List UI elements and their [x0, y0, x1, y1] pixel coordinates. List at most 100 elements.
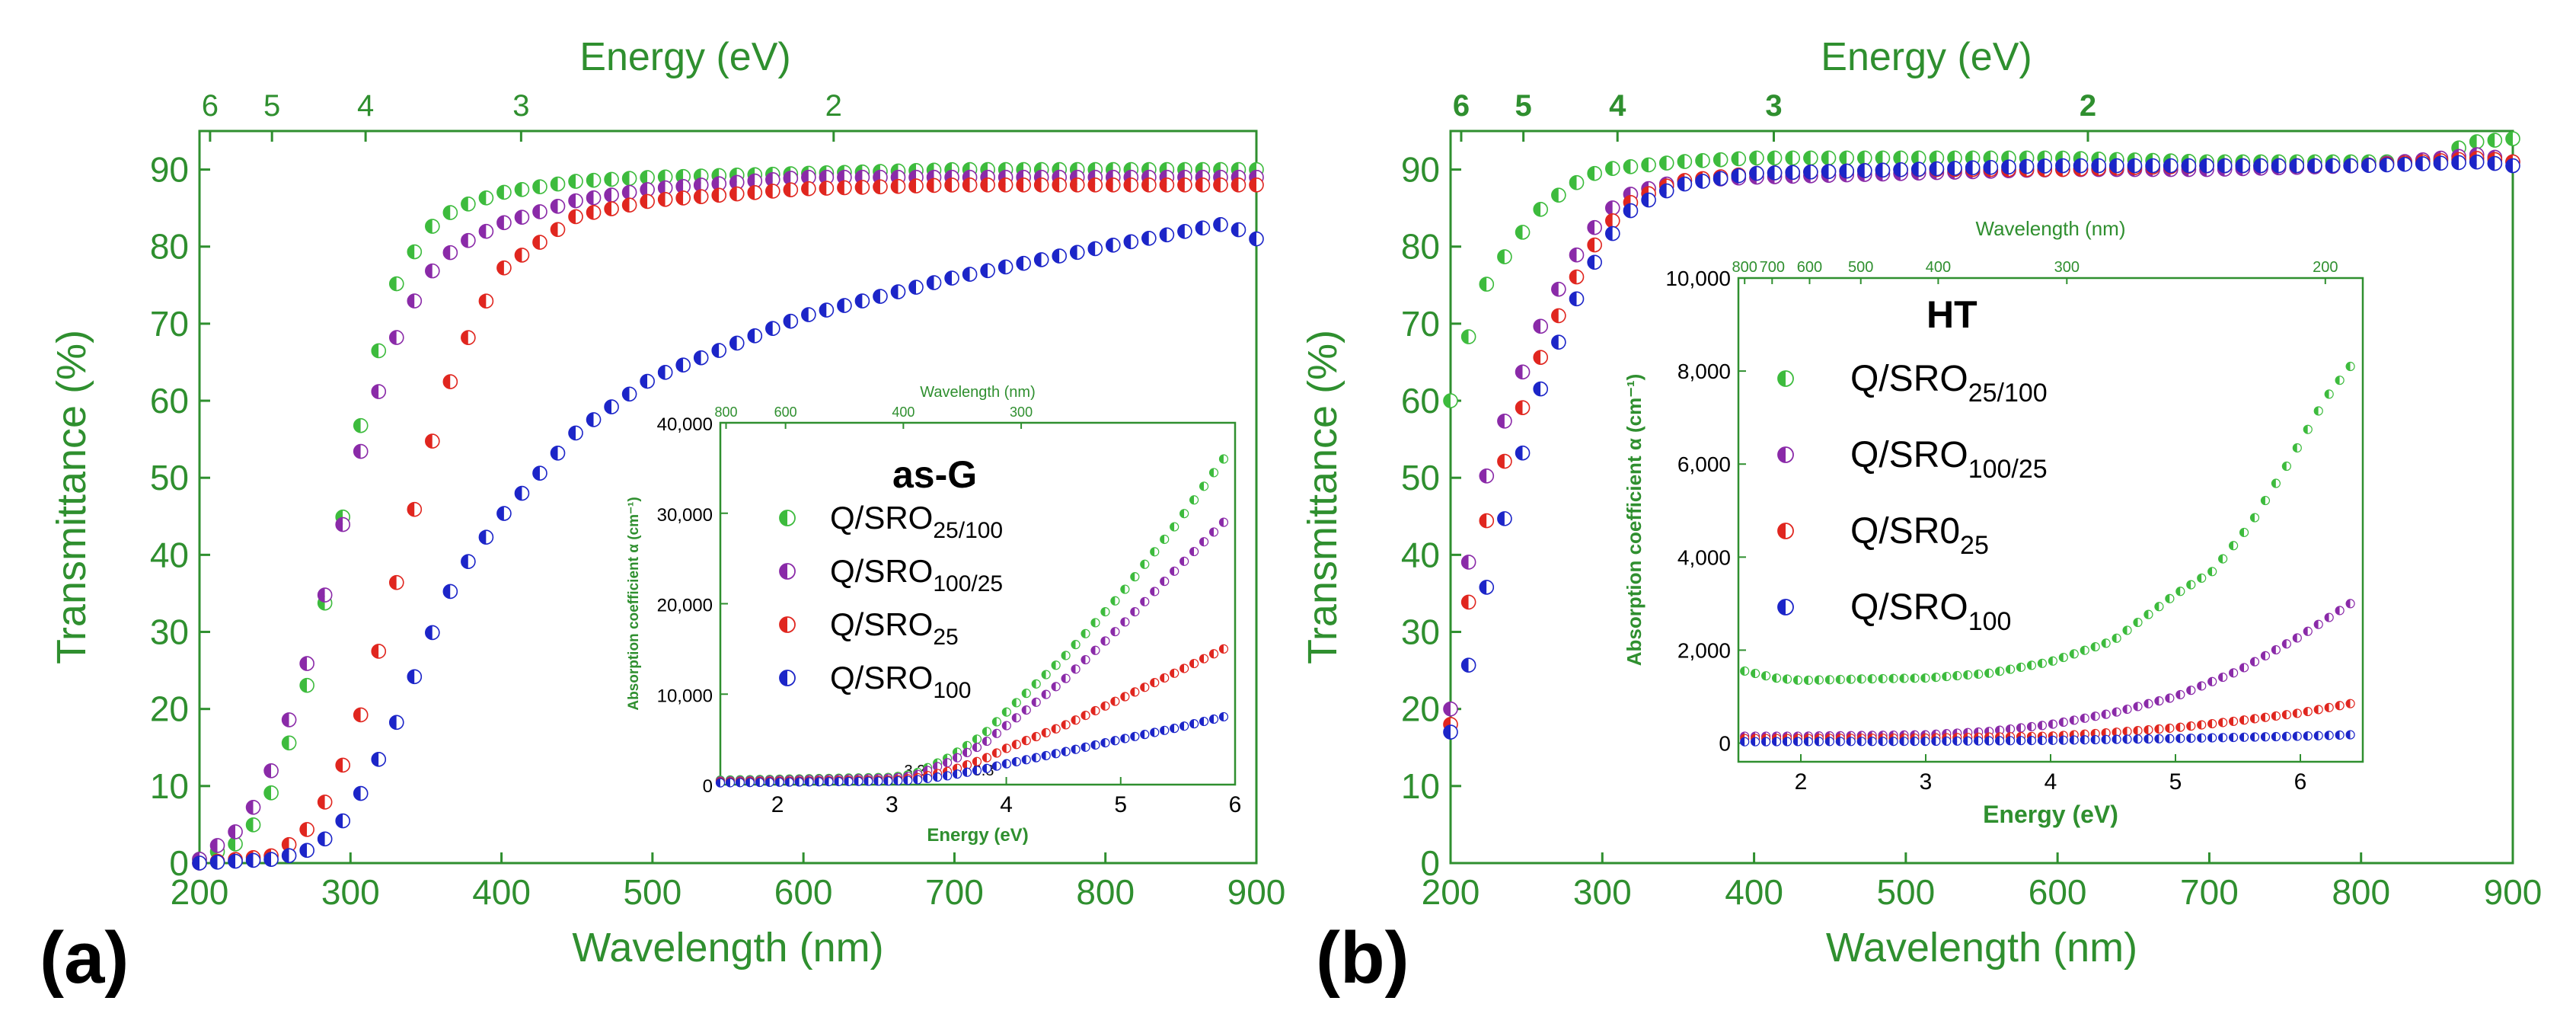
- data-point: [2001, 159, 2016, 174]
- marker-open: [808, 308, 816, 322]
- marker-fill: [479, 294, 487, 309]
- inset-data-point: [1130, 607, 1140, 617]
- marker-open: [790, 314, 798, 328]
- marker-outline: [2019, 158, 2035, 174]
- marker-outline: [1963, 736, 1973, 746]
- inset-data-point: [933, 762, 943, 772]
- marker-outline: [2281, 731, 2291, 741]
- data-point: [1658, 155, 1674, 171]
- marker-fill: [443, 245, 451, 260]
- marker-outline: [1021, 755, 1031, 765]
- data-point: [1460, 555, 1476, 570]
- x-tick-label: 600: [774, 872, 833, 912]
- marker-open: [1167, 177, 1174, 192]
- inset-data-point: [1170, 668, 1179, 678]
- marker-outline: [1170, 522, 1179, 532]
- data-point: [353, 417, 369, 433]
- marker-fill: [1659, 156, 1667, 171]
- marker-outline: [425, 433, 440, 449]
- data-point: [1052, 248, 1068, 264]
- data-point: [854, 293, 870, 309]
- marker-fill: [264, 785, 272, 800]
- marker-open: [1540, 202, 1548, 216]
- marker-open: [1451, 725, 1457, 740]
- marker-fill: [1461, 555, 1469, 569]
- marker-outline: [1551, 334, 1566, 350]
- marker-fill: [336, 814, 343, 828]
- marker-outline: [1195, 177, 1211, 193]
- inset-data-point: [1051, 724, 1061, 734]
- marker-fill: [1840, 164, 1847, 178]
- data-point: [1177, 223, 1192, 239]
- inset-data-point: [2186, 733, 2196, 743]
- marker-open: [1918, 151, 1926, 165]
- inset-data-point: [1041, 689, 1051, 699]
- marker-open: [1540, 350, 1548, 365]
- data-point: [604, 171, 619, 187]
- data-point: [1141, 177, 1157, 193]
- marker-outline: [2109, 158, 2124, 174]
- marker-fill: [1642, 193, 1649, 207]
- marker-outline: [1749, 165, 1764, 181]
- data-point: [1857, 163, 1872, 178]
- inset-series-Q/SRO100: [1740, 730, 2355, 747]
- inset-data-point: [2292, 633, 2302, 643]
- marker-fill: [282, 837, 289, 852]
- marker-outline: [1751, 668, 1760, 679]
- marker-outline: [1208, 468, 1219, 478]
- marker-outline: [2343, 158, 2359, 174]
- marker-fill: [1034, 177, 1042, 192]
- inset-data-point: [1150, 727, 1160, 737]
- data-point: [2235, 158, 2251, 174]
- marker-outline: [1931, 672, 1941, 683]
- marker-outline: [1867, 737, 1877, 747]
- inset-y-tick-label: 0: [1719, 732, 1731, 756]
- inset-data-point: [1160, 725, 1170, 735]
- marker-open: [647, 182, 655, 197]
- marker-outline: [1713, 152, 1729, 168]
- inset-data-point: [952, 753, 962, 763]
- marker-outline: [1123, 234, 1139, 250]
- marker-outline: [2091, 158, 2106, 174]
- marker-outline: [2324, 702, 2334, 712]
- data-point: [801, 181, 816, 197]
- marker-outline: [1920, 737, 1930, 747]
- inset-data-point: [2069, 715, 2079, 725]
- x-tick-label: 800: [1076, 872, 1135, 912]
- data-point: [550, 198, 566, 214]
- marker-outline: [1100, 701, 1110, 711]
- legend-subscript: 25: [933, 625, 958, 650]
- marker-fill: [605, 188, 612, 203]
- inset-data-point: [2335, 376, 2345, 385]
- marker-open: [1936, 151, 1944, 165]
- marker-outline: [854, 293, 870, 309]
- marker-outline: [1533, 318, 1549, 334]
- inset-data-point: [844, 776, 854, 786]
- marker-outline: [2415, 156, 2431, 171]
- marker-fill: [353, 708, 361, 722]
- inset-data-point: [1021, 755, 1031, 765]
- legend-subscript: 100: [1968, 607, 2012, 636]
- inset-data-point: [1208, 527, 1219, 537]
- marker-fill: [640, 182, 648, 197]
- marker-outline: [1150, 727, 1160, 737]
- inset-data-point: [1120, 692, 1130, 702]
- marker-fill: [909, 179, 917, 193]
- marker-open: [629, 171, 637, 186]
- marker-outline: [532, 204, 547, 219]
- marker-outline: [1731, 168, 1747, 184]
- data-point: [281, 735, 297, 751]
- marker-outline: [353, 443, 369, 459]
- marker-outline: [371, 384, 387, 399]
- inset-data-point: [1110, 596, 1120, 606]
- inset-top-axis-title: Wavelength (nm): [1976, 217, 2126, 240]
- marker-outline: [1878, 737, 1888, 747]
- marker-outline: [2260, 495, 2271, 506]
- marker-outline: [1533, 350, 1549, 365]
- data-point: [980, 263, 995, 279]
- marker-outline: [991, 761, 1001, 771]
- data-point: [747, 173, 763, 189]
- marker-outline: [2037, 735, 2048, 746]
- inset-top-tick-label: 300: [2054, 259, 2080, 276]
- marker-outline: [2249, 714, 2260, 724]
